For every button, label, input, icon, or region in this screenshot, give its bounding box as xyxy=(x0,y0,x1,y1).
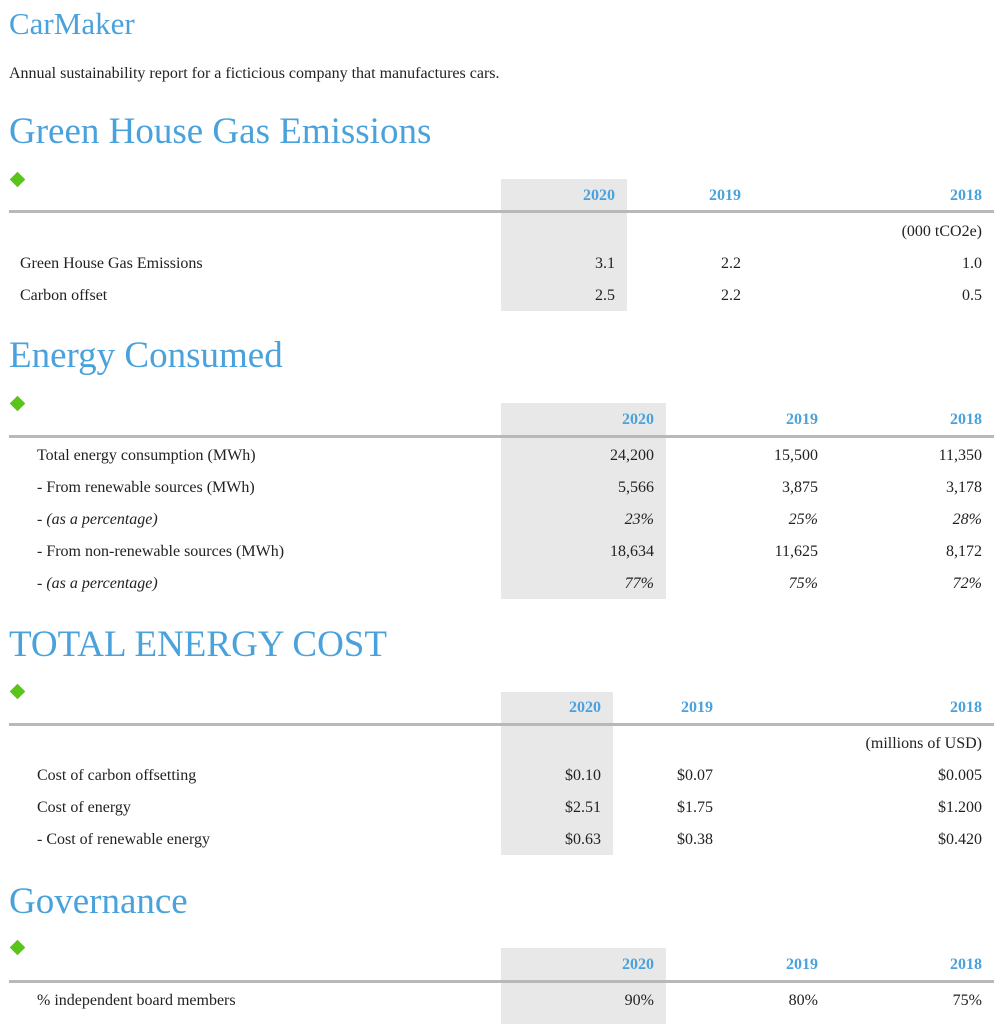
cost-year-2020: 2020 xyxy=(569,699,601,716)
cost-year-2018: 2018 xyxy=(950,699,982,716)
ghg-heading: Green House Gas Emissions xyxy=(9,111,432,152)
cost-heading: TOTAL ENERGY COST xyxy=(9,624,387,665)
energy-cell-2019: 15,500 xyxy=(774,447,818,464)
ghg-unit: (000 tCO2e) xyxy=(901,223,982,240)
header-rule xyxy=(9,210,994,213)
section-marker-icon xyxy=(9,171,26,188)
energy-row-label: - (as a percentage) xyxy=(37,575,158,592)
header-rule xyxy=(9,723,994,726)
page-title: CarMaker xyxy=(9,6,135,41)
cost-cell-2018: $0.005 xyxy=(938,767,982,784)
energy-cell-2018: 28% xyxy=(952,511,982,528)
cost-unit: (millions of USD) xyxy=(865,735,982,752)
header-rule xyxy=(9,980,994,983)
cost-cell-2019: $0.38 xyxy=(677,831,713,848)
cost-cell-2018: $1.200 xyxy=(938,799,982,816)
energy-cell-2018: 8,172 xyxy=(946,543,982,560)
energy-row-label: Total energy consumption (MWh) xyxy=(37,447,256,464)
governance-year-2019: 2019 xyxy=(786,956,818,973)
cost-cell-2018: $0.420 xyxy=(938,831,982,848)
header-rule xyxy=(9,435,994,438)
ghg-cell-2018: 1.0 xyxy=(962,255,982,272)
energy-cell-2020: 18,634 xyxy=(610,543,654,560)
governance-cell-2020: 90% xyxy=(624,992,654,1009)
ghg-cell-2020: 2.5 xyxy=(595,287,615,304)
section-marker-icon xyxy=(9,683,26,700)
cost-row-label: Cost of energy xyxy=(37,799,131,816)
ghg-year-2020: 2020 xyxy=(583,187,615,204)
cost-cell-2020: $0.63 xyxy=(565,831,601,848)
energy-cell-2018: 72% xyxy=(952,575,982,592)
energy-row-label: - (as a percentage) xyxy=(37,511,158,528)
ghg-cell-2020: 3.1 xyxy=(595,255,615,272)
energy-cell-2020: 23% xyxy=(624,511,654,528)
current-year-highlight xyxy=(501,403,666,599)
energy-cell-2020: 5,566 xyxy=(618,479,654,496)
ghg-cell-2018: 0.5 xyxy=(962,287,982,304)
section-marker-icon xyxy=(9,395,26,412)
governance-year-2018: 2018 xyxy=(950,956,982,973)
current-year-highlight xyxy=(501,948,666,1024)
governance-cell-2018: 75% xyxy=(952,992,982,1009)
energy-row-label: - From non-renewable sources (MWh) xyxy=(37,543,285,560)
energy-year-2019: 2019 xyxy=(786,411,818,428)
section-marker-icon xyxy=(9,939,26,956)
ghg-row-label: Carbon offset xyxy=(20,287,108,304)
cost-cell-2020: $0.10 xyxy=(565,767,601,784)
energy-year-2018: 2018 xyxy=(950,411,982,428)
energy-heading: Energy Consumed xyxy=(9,335,283,376)
energy-cell-2019: 75% xyxy=(788,575,818,592)
cost-cell-2020: $2.51 xyxy=(565,799,601,816)
ghg-cell-2019: 2.2 xyxy=(721,287,741,304)
governance-row-label: % independent board members xyxy=(37,992,236,1009)
current-year-highlight xyxy=(501,179,627,311)
cost-row-label: - Cost of renewable energy xyxy=(37,831,210,848)
governance-cell-2019: 80% xyxy=(788,992,818,1009)
cost-year-2019: 2019 xyxy=(681,699,713,716)
current-year-highlight xyxy=(501,692,613,855)
page-subtitle: Annual sustainability report for a ficti… xyxy=(9,65,500,82)
governance-year-2020: 2020 xyxy=(622,956,654,973)
cost-cell-2019: $1.75 xyxy=(677,799,713,816)
energy-cell-2020: 24,200 xyxy=(610,447,654,464)
energy-cell-2019: 3,875 xyxy=(782,479,818,496)
energy-year-2020: 2020 xyxy=(622,411,654,428)
energy-row-label: - From renewable sources (MWh) xyxy=(37,479,255,496)
energy-cell-2018: 3,178 xyxy=(946,479,982,496)
cost-row-label: Cost of carbon offsetting xyxy=(37,767,197,784)
ghg-year-2019: 2019 xyxy=(709,187,741,204)
ghg-cell-2019: 2.2 xyxy=(721,255,741,272)
energy-cell-2019: 11,625 xyxy=(774,543,818,560)
ghg-year-2018: 2018 xyxy=(950,187,982,204)
energy-cell-2018: 11,350 xyxy=(938,447,982,464)
governance-heading: Governance xyxy=(9,881,188,922)
energy-cell-2020: 77% xyxy=(624,575,654,592)
cost-cell-2019: $0.07 xyxy=(677,767,713,784)
ghg-row-label: Green House Gas Emissions xyxy=(20,255,203,272)
energy-cell-2019: 25% xyxy=(788,511,818,528)
